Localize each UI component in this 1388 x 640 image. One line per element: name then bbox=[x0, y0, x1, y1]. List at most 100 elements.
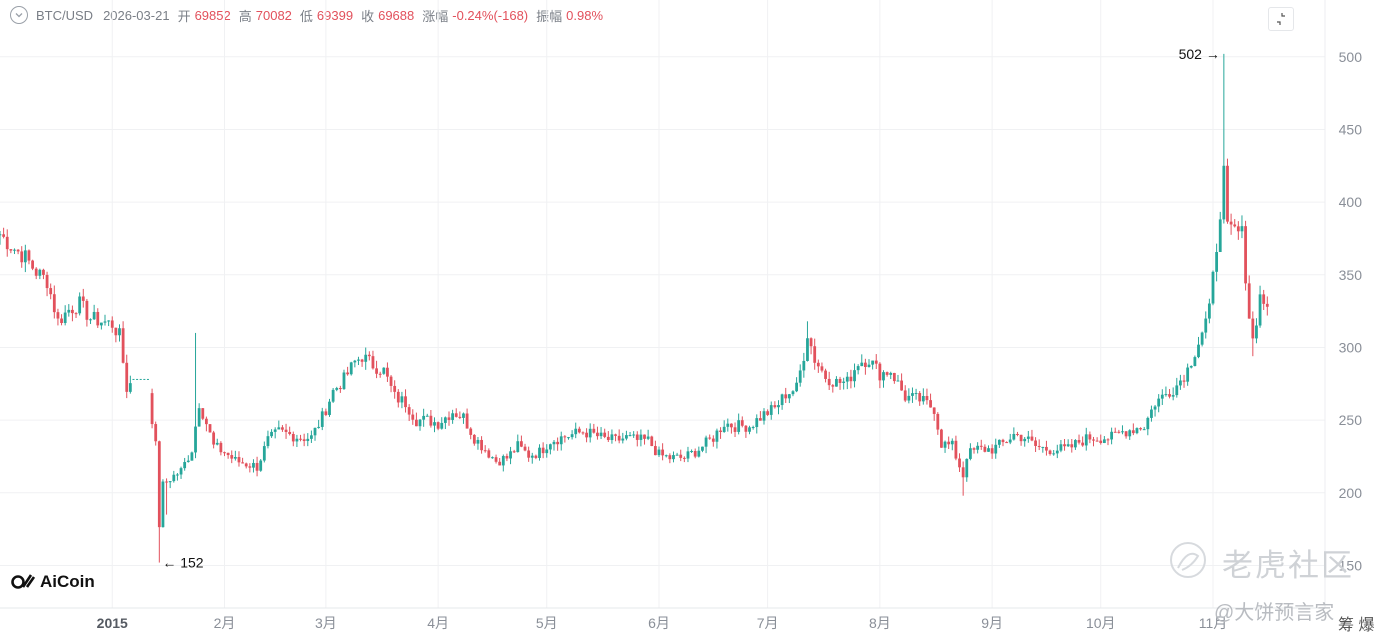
candle bbox=[9, 249, 13, 254]
candle bbox=[842, 377, 846, 390]
candle bbox=[1084, 427, 1088, 451]
candle-body bbox=[520, 441, 523, 447]
candle-body bbox=[1005, 442, 1009, 444]
candle-body bbox=[375, 368, 378, 374]
candle bbox=[838, 376, 842, 390]
candle-body bbox=[1157, 398, 1161, 407]
candle-body bbox=[1016, 433, 1019, 435]
x-tick-label: 2月 bbox=[214, 615, 236, 631]
candle bbox=[621, 432, 625, 444]
candle bbox=[1023, 437, 1027, 447]
candle-body bbox=[27, 250, 31, 261]
candle bbox=[1092, 436, 1095, 447]
candle bbox=[686, 446, 690, 463]
candle bbox=[1251, 311, 1255, 357]
candle-body bbox=[1048, 450, 1052, 455]
candle bbox=[1037, 439, 1041, 451]
candle bbox=[487, 448, 491, 459]
candle-body bbox=[940, 429, 943, 448]
collapse-chevron-icon[interactable] bbox=[10, 6, 28, 24]
candle-body bbox=[20, 251, 24, 263]
candle bbox=[244, 462, 248, 469]
candle bbox=[349, 361, 353, 376]
candle-body bbox=[1113, 431, 1117, 433]
candle-body bbox=[878, 363, 882, 381]
candle bbox=[386, 362, 389, 382]
candle bbox=[338, 385, 342, 393]
candle-body bbox=[42, 269, 45, 275]
candle-body bbox=[610, 434, 614, 441]
candle-body bbox=[1233, 224, 1237, 227]
candle-body bbox=[845, 376, 849, 382]
candle-body bbox=[1255, 325, 1258, 339]
symbol-label: BTC/USD bbox=[36, 7, 94, 23]
candle-body bbox=[1026, 436, 1030, 439]
candle bbox=[664, 454, 668, 458]
candle bbox=[965, 458, 969, 482]
candle bbox=[1207, 298, 1211, 324]
candle bbox=[270, 429, 273, 438]
candle bbox=[914, 388, 918, 400]
candle bbox=[715, 428, 719, 449]
candle-body bbox=[302, 439, 306, 442]
candle bbox=[878, 362, 882, 389]
candle bbox=[849, 369, 853, 389]
candle bbox=[1171, 387, 1175, 401]
candle-body bbox=[603, 432, 607, 437]
candle-body bbox=[545, 449, 549, 454]
candle bbox=[610, 429, 614, 444]
candle-body bbox=[744, 425, 748, 432]
candle-body bbox=[538, 447, 541, 458]
candle bbox=[5, 229, 9, 257]
candle-body bbox=[99, 322, 103, 326]
candle-body bbox=[541, 447, 545, 454]
candle-body bbox=[892, 372, 896, 382]
candle-body bbox=[208, 424, 212, 433]
candle bbox=[802, 352, 806, 378]
candle bbox=[599, 427, 603, 440]
candle bbox=[606, 431, 610, 443]
candle-body bbox=[1074, 440, 1077, 448]
candle-body bbox=[1030, 436, 1034, 441]
candle-body bbox=[371, 356, 375, 369]
candle bbox=[1117, 429, 1121, 434]
fullscreen-toggle-button[interactable] bbox=[1268, 7, 1294, 31]
candle bbox=[968, 443, 972, 461]
candle-body bbox=[197, 408, 201, 427]
candle-body bbox=[92, 311, 96, 320]
y-tick-label: 200 bbox=[1339, 485, 1363, 501]
candle-body bbox=[552, 441, 556, 445]
candle-body bbox=[1023, 438, 1027, 442]
candle bbox=[1265, 296, 1269, 316]
candle-body bbox=[150, 393, 154, 425]
candle bbox=[226, 452, 230, 459]
candle bbox=[784, 387, 788, 403]
candle bbox=[389, 375, 393, 393]
candle-body bbox=[672, 455, 675, 460]
candle-body bbox=[863, 362, 867, 367]
candle-body bbox=[943, 441, 947, 448]
candle-body bbox=[567, 437, 570, 439]
candle bbox=[309, 430, 313, 443]
candle-body bbox=[103, 321, 107, 323]
candle-body bbox=[309, 435, 313, 439]
candle bbox=[92, 304, 96, 320]
candle-body bbox=[1037, 445, 1041, 447]
candle-body bbox=[530, 455, 534, 458]
candle bbox=[284, 423, 288, 439]
candle bbox=[538, 444, 541, 461]
candle bbox=[1088, 431, 1092, 444]
x-tick-label: 2015 bbox=[97, 615, 128, 631]
candle-body bbox=[281, 427, 284, 430]
candle bbox=[31, 259, 34, 271]
candle-body bbox=[16, 249, 20, 252]
candle-body bbox=[1121, 431, 1124, 433]
candle-body bbox=[1084, 434, 1088, 446]
candle bbox=[74, 312, 78, 318]
candle-body bbox=[1182, 380, 1186, 382]
candle-body bbox=[1265, 303, 1269, 307]
candle bbox=[889, 371, 893, 380]
candle bbox=[364, 347, 368, 370]
candle bbox=[458, 411, 462, 420]
